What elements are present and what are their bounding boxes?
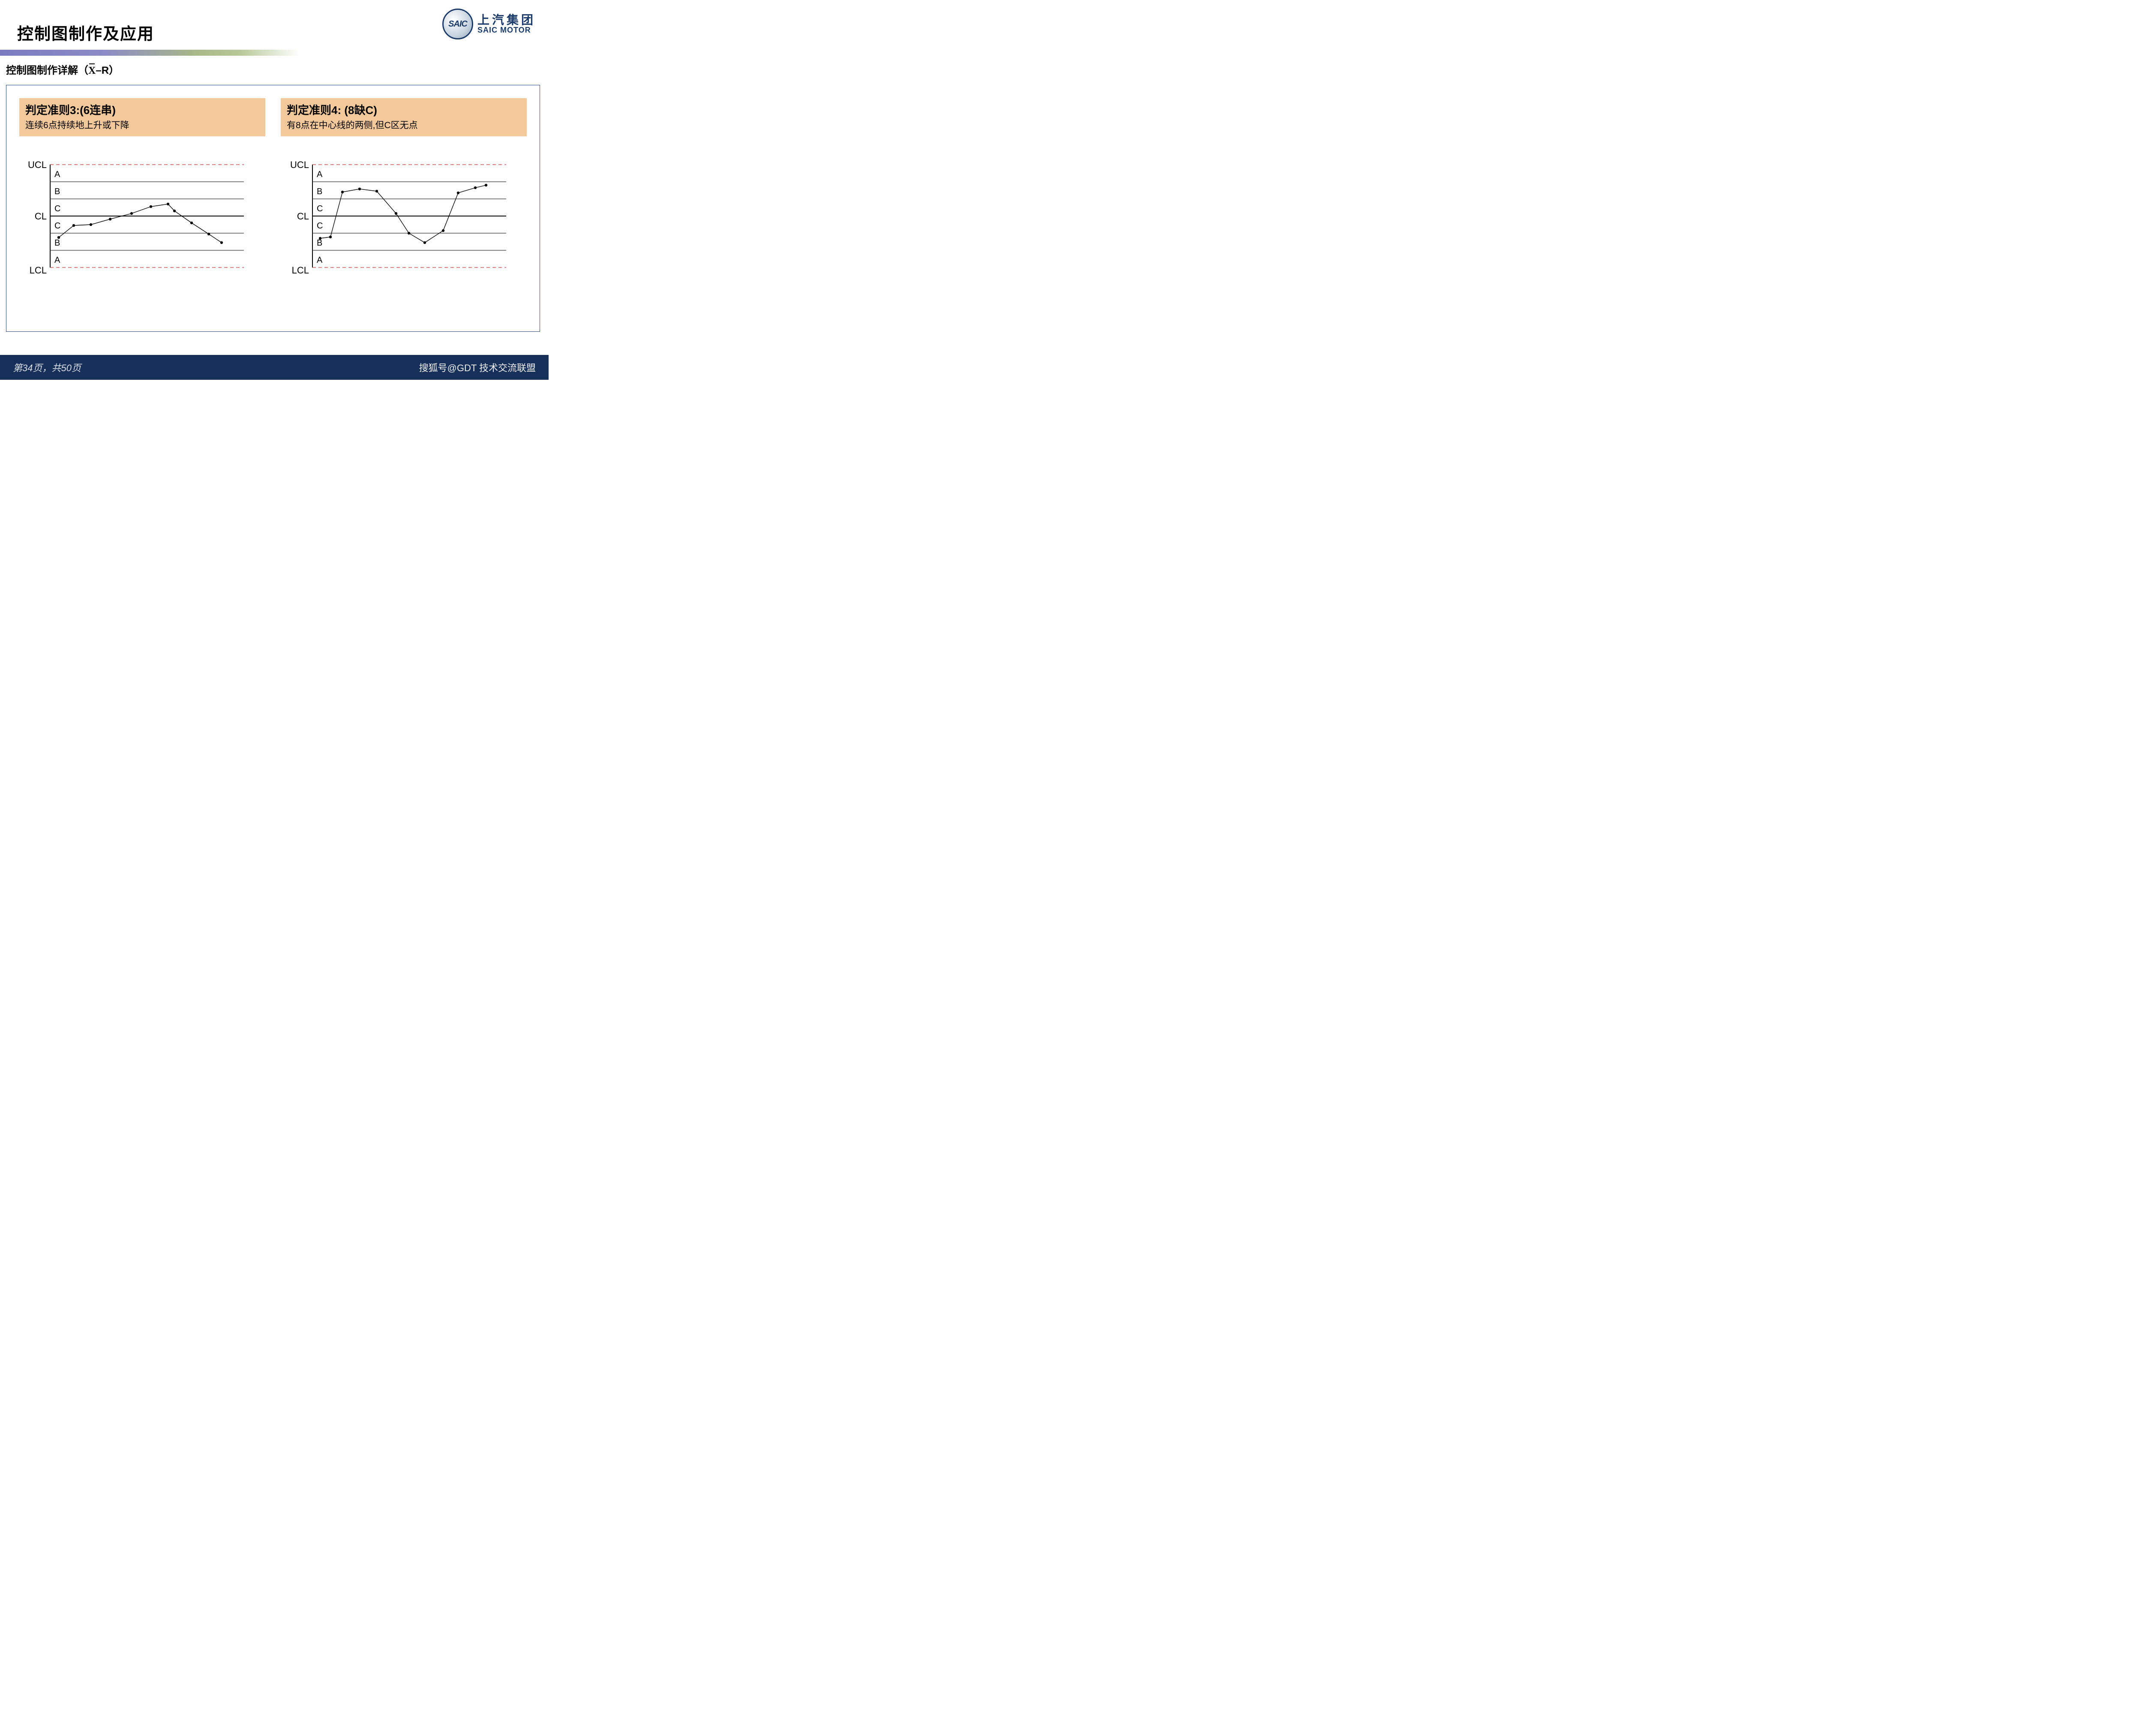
watermark: 搜狐号@GDT 技术交流联盟 [419, 360, 536, 374]
svg-text:B: B [317, 238, 322, 248]
svg-text:CL: CL [35, 211, 47, 222]
content-box: 判定准则3:(6连串) 连续6点持续地上升或下降 判定准则4: (8缺C) 有8… [6, 85, 540, 332]
footer-bar: 第34页，共50页 搜狐号@GDT 技术交流联盟 [0, 355, 549, 380]
title-underline [0, 50, 300, 56]
logo-text: 上汽集团 SAIC MOTOR [477, 14, 536, 34]
brand-logo: SAIC 上汽集团 SAIC MOTOR [442, 9, 536, 39]
logo-badge-text: SAIC [448, 19, 467, 29]
logo-en: SAIC MOTOR [477, 26, 536, 34]
svg-text:CL: CL [297, 211, 309, 222]
svg-text:A: A [317, 170, 323, 179]
svg-text:C: C [54, 221, 60, 231]
chart3: ABCCBAUCLCLLCL [24, 160, 260, 282]
charts-row: ABCCBAUCLCLLCL ABCCBAUCLCLLCL [19, 160, 527, 282]
rule3-desc: 连续6点持续地上升或下降 [25, 118, 259, 131]
slide: 控制图制作及应用 SAIC 上汽集团 SAIC MOTOR 控制图制作详解（X–… [0, 0, 549, 380]
svg-text:UCL: UCL [28, 160, 47, 170]
svg-text:A: A [54, 170, 60, 179]
rule3-title: 判定准则3:(6连串) [25, 102, 259, 117]
subtitle-r: R [102, 65, 109, 76]
subtitle-post: ） [109, 65, 119, 76]
svg-text:C: C [317, 204, 323, 213]
xbar-symbol: X [88, 65, 96, 77]
subtitle: 控制图制作详解（X–R） [6, 62, 119, 77]
svg-text:A: A [317, 255, 323, 265]
rules-row: 判定准则3:(6连串) 连续6点持续地上升或下降 判定准则4: (8缺C) 有8… [19, 98, 527, 136]
rule4-desc: 有8点在中心线的两侧,但C区无点 [287, 118, 521, 131]
rule4-title: 判定准则4: (8缺C) [287, 102, 521, 117]
page-title: 控制图制作及应用 [17, 21, 154, 44]
chart4-svg: ABCCBAUCLCLLCL [286, 160, 509, 280]
svg-text:UCL: UCL [290, 160, 309, 170]
svg-text:C: C [54, 204, 60, 213]
logo-badge: SAIC [442, 9, 473, 39]
subtitle-sep: – [96, 65, 101, 76]
svg-text:B: B [54, 238, 60, 248]
svg-text:LCL: LCL [292, 265, 309, 276]
rule4-box: 判定准则4: (8缺C) 有8点在中心线的两侧,但C区无点 [281, 98, 527, 136]
svg-text:A: A [54, 255, 60, 265]
rule3-box: 判定准则3:(6连串) 连续6点持续地上升或下降 [19, 98, 265, 136]
chart4: ABCCBAUCLCLLCL [286, 160, 522, 282]
subtitle-pre: 控制图制作详解（ [6, 65, 88, 76]
logo-cn: 上汽集团 [477, 14, 536, 26]
svg-text:B: B [54, 187, 60, 196]
chart3-svg: ABCCBAUCLCLLCL [24, 160, 246, 280]
svg-text:C: C [317, 221, 323, 231]
svg-text:LCL: LCL [30, 265, 47, 276]
page-number: 第34页，共50页 [13, 360, 81, 374]
svg-text:B: B [317, 187, 322, 196]
